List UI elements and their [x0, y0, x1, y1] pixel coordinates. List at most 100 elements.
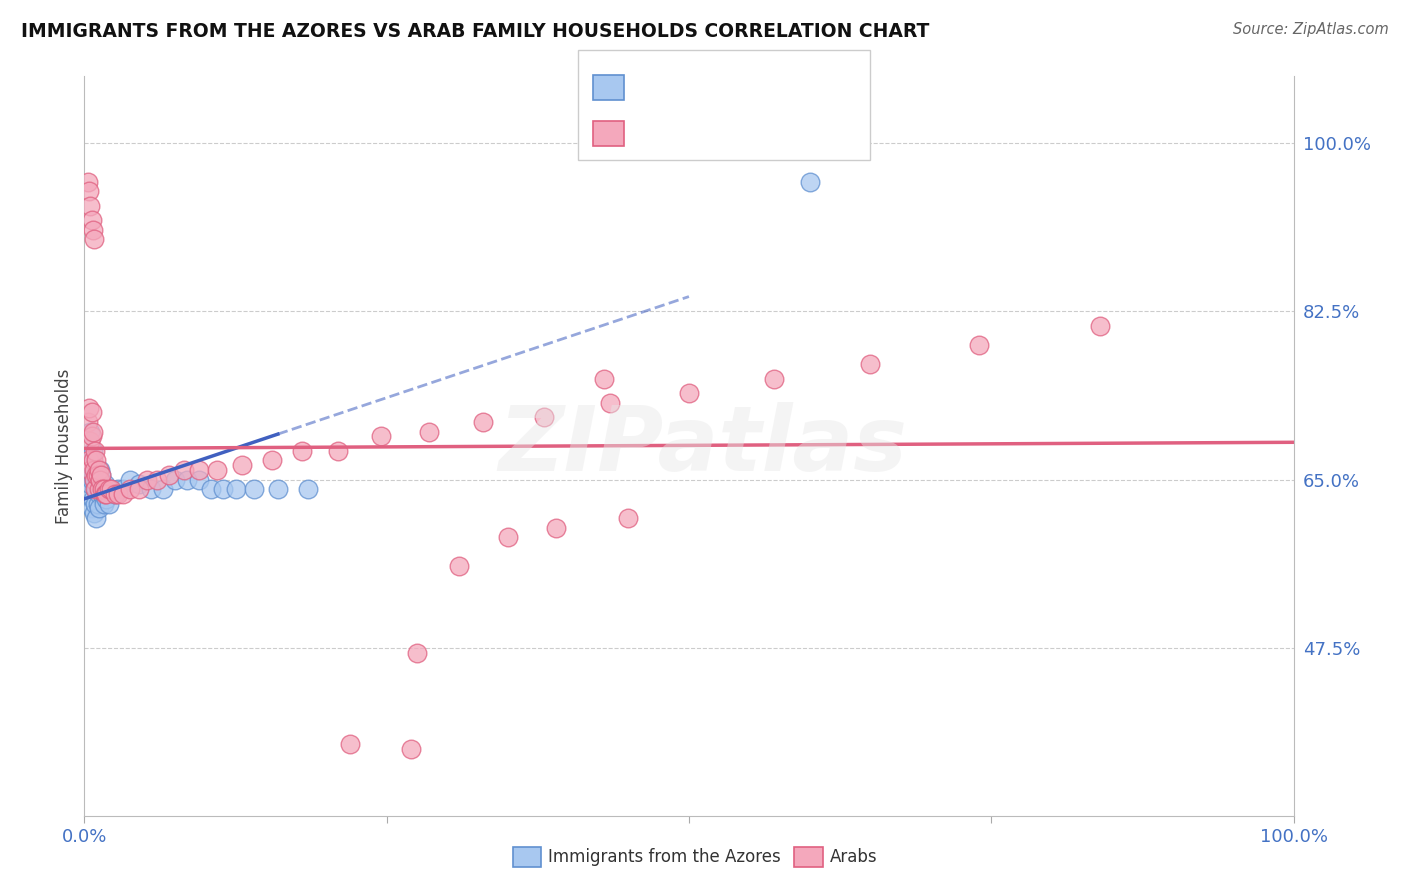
Point [128, 477, 150, 491]
Point [94, 491, 117, 506]
Point [617, 511, 640, 525]
Point [86, 473, 108, 487]
Point [120, 483, 142, 497]
Point [84, 443, 107, 458]
Point [165, 473, 187, 487]
Point [176, 473, 198, 487]
Y-axis label: Family Households: Family Households [55, 368, 73, 524]
Point [97, 497, 120, 511]
Point [83, 473, 105, 487]
Point [77, 401, 100, 415]
Point [370, 429, 392, 443]
Point [1088, 318, 1111, 333]
Point [107, 487, 129, 501]
Point [82, 453, 104, 467]
Point [762, 372, 785, 386]
Text: IMMIGRANTS FROM THE AZORES VS ARAB FAMILY HOUSEHOLDS CORRELATION CHART: IMMIGRANTS FROM THE AZORES VS ARAB FAMIL… [21, 22, 929, 41]
Point [94, 487, 117, 501]
Point [86, 453, 108, 467]
Point [82, 467, 104, 482]
Text: Immigrants from the Azores: Immigrants from the Azores [548, 848, 782, 866]
Point [599, 395, 621, 409]
Point [80, 213, 103, 227]
Point [146, 473, 169, 487]
Point [90, 467, 112, 482]
Point [84, 467, 107, 482]
Point [86, 467, 108, 482]
Point [188, 463, 211, 477]
Text: ZIPatlas: ZIPatlas [499, 402, 907, 490]
Point [87, 463, 110, 477]
Point [94, 487, 117, 501]
Point [80, 473, 103, 487]
Point [107, 483, 129, 497]
Point [77, 483, 100, 497]
Point [418, 425, 440, 439]
Point [87, 501, 110, 516]
Point [678, 386, 700, 401]
Point [225, 483, 247, 497]
Point [84, 497, 107, 511]
Point [80, 501, 103, 516]
Point [82, 425, 104, 439]
Point [104, 487, 127, 501]
Point [94, 477, 117, 491]
Point [544, 521, 567, 535]
Point [83, 506, 105, 520]
Point [89, 483, 111, 497]
Point [799, 175, 821, 189]
Point [77, 184, 100, 198]
Point [859, 357, 882, 371]
Point [89, 473, 111, 487]
Point [77, 453, 100, 467]
Point [86, 467, 108, 482]
Point [136, 473, 159, 487]
Point [87, 483, 110, 497]
Point [231, 458, 253, 473]
Point [84, 483, 107, 497]
Point [297, 483, 319, 497]
Point [83, 473, 105, 487]
Point [80, 405, 103, 419]
Point [79, 477, 101, 491]
Point [91, 487, 114, 501]
Text: N = 65: N = 65 [752, 119, 815, 136]
Point [82, 443, 104, 458]
Point [83, 463, 105, 477]
Point [242, 483, 264, 497]
Point [87, 487, 110, 501]
Point [82, 491, 104, 506]
Point [406, 646, 429, 660]
Point [967, 338, 990, 352]
Point [86, 483, 108, 497]
Point [83, 232, 105, 246]
Point [533, 410, 555, 425]
Point [86, 511, 108, 525]
Point [207, 463, 229, 477]
Point [79, 463, 101, 477]
Point [89, 463, 111, 477]
Point [86, 463, 108, 477]
Point [157, 467, 180, 482]
Point [79, 463, 101, 477]
Point [104, 487, 127, 501]
Point [120, 473, 142, 487]
Text: R = 0.435: R = 0.435 [631, 119, 721, 136]
Point [173, 463, 195, 477]
Text: N = 49: N = 49 [752, 65, 815, 83]
Point [112, 487, 135, 501]
Point [100, 483, 122, 497]
Point [399, 742, 422, 756]
Point [80, 429, 103, 443]
Text: Source: ZipAtlas.com: Source: ZipAtlas.com [1233, 22, 1389, 37]
Point [593, 372, 616, 386]
Point [472, 415, 495, 429]
Point [79, 425, 101, 439]
Point [112, 483, 135, 497]
Point [82, 222, 104, 236]
Text: R = 0.327: R = 0.327 [631, 65, 721, 83]
Point [93, 497, 115, 511]
Point [188, 473, 211, 487]
Point [77, 415, 100, 429]
Point [200, 483, 222, 497]
